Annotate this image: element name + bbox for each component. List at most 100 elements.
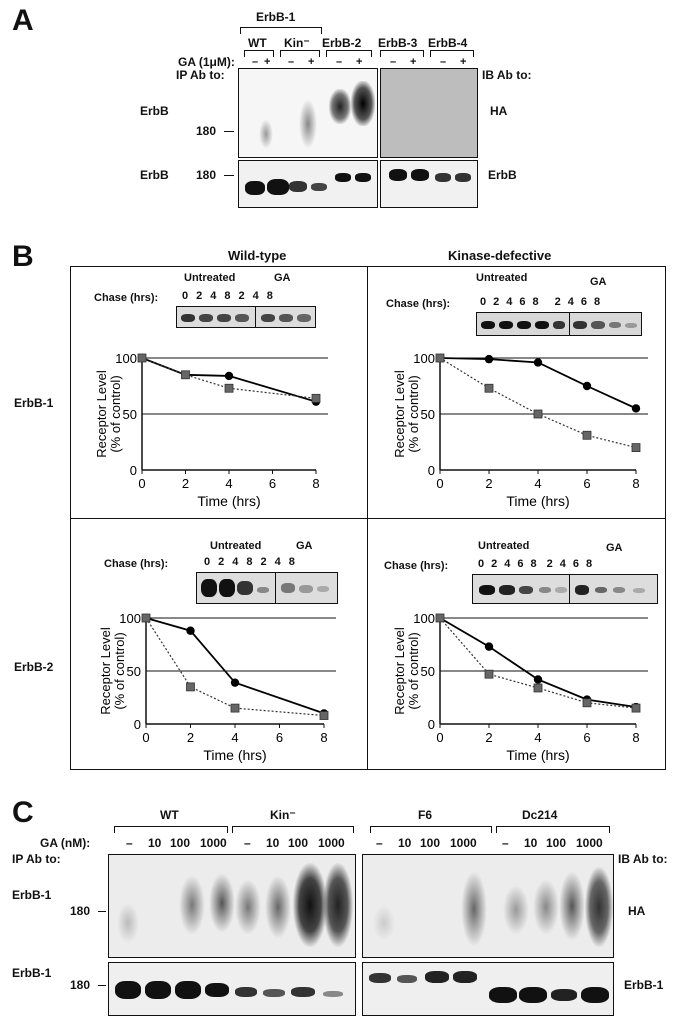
ga-dose-label: GA (1μM): <box>178 55 235 69</box>
y-tick-label: 0 <box>428 717 435 732</box>
plus-sign: + <box>308 56 315 68</box>
y-tick-label: 100 <box>115 351 137 366</box>
plus-sign: + <box>410 56 417 68</box>
untreated-point <box>631 404 641 413</box>
chase-label: Chase (hrs): <box>104 558 169 570</box>
x-tick-label: 4 <box>534 476 541 491</box>
dc214-bracket <box>496 826 610 833</box>
ga-point <box>137 353 147 363</box>
mw-tick-c <box>98 911 106 912</box>
chase-label: Chase (hrs): <box>94 292 159 304</box>
series-line-ga <box>141 357 317 399</box>
ga-point <box>186 682 195 692</box>
y-tick-label: 0 <box>130 463 137 478</box>
ga-point <box>435 613 445 623</box>
dose-label: 10 <box>524 836 538 850</box>
untreated-label: Untreated <box>476 272 528 284</box>
y-axis-label-units: (% of control) <box>406 632 421 709</box>
x-tick-label: 6 <box>276 730 283 745</box>
ga-point <box>582 430 592 440</box>
dose-label: 10 <box>148 836 162 850</box>
f6-bracket <box>370 826 492 833</box>
ip-ab-label-c: IP Ab to: <box>12 852 61 866</box>
x-tick-label: 0 <box>436 730 443 745</box>
x-tick-label: 0 <box>436 476 443 491</box>
blot-c-top-right <box>362 854 614 958</box>
plot-wildtype-erbb1: 0 50 100 0 2 4 6 8 Time (hrs) Receptor Level (% of… <box>94 351 328 509</box>
untreated-point <box>484 642 494 651</box>
ga-point <box>533 683 543 693</box>
lane-erbb3: ErbB-3 <box>378 36 418 50</box>
mw-tick <box>224 131 234 132</box>
dose-label: 1000 <box>200 836 227 850</box>
x-axis-label: Time (hrs) <box>506 493 569 509</box>
y-axis-label-units: (% of control) <box>108 375 123 452</box>
row2-ib-label: ErbB <box>488 168 517 182</box>
untreated-point <box>533 358 543 367</box>
mw-tick-2 <box>224 175 234 176</box>
blot-a-top-left <box>238 68 378 158</box>
x-tick-label: 6 <box>583 730 590 745</box>
minus-sign: – <box>288 56 295 68</box>
wt-bracket <box>114 826 228 833</box>
x-tick-label: 2 <box>182 476 189 491</box>
dose-label: 10 <box>398 836 412 850</box>
ga-point <box>181 370 190 380</box>
blot-a-top-right <box>380 68 478 158</box>
erbb4-bracket <box>430 50 474 57</box>
x-tick-label: 8 <box>320 730 327 745</box>
ga-point <box>224 383 234 393</box>
plot-kinase-defective-erbb1: 0 50 100 0 2 4 6 8 Time (hrs) Receptor Level (% of… <box>392 351 648 509</box>
series-line-ga <box>145 617 325 717</box>
ga-label: GA <box>590 276 607 288</box>
blot-a-bottom-right <box>380 160 478 208</box>
row2-ip-label-c: ErbB-1 <box>12 966 52 980</box>
row-label-erbb2: ErbB-2 <box>14 660 54 674</box>
blot-b-tl <box>176 306 316 328</box>
x-tick-label: 2 <box>485 476 492 491</box>
dose-label: 100 <box>170 836 191 850</box>
dose-label: 100 <box>288 836 309 850</box>
minus-sign: – <box>336 56 343 68</box>
y-tick-label: 50 <box>123 407 137 422</box>
row-label-erbb1: ErbB-1 <box>14 396 54 410</box>
minus-sign: – <box>390 56 397 68</box>
col-title-kinase-defective: Kinase-defective <box>448 248 552 263</box>
ga-point <box>582 698 592 708</box>
y-axis-label: Receptor Level <box>98 627 113 715</box>
x-tick-label: 6 <box>583 476 590 491</box>
plot-kinase-defective-erbb2: 0 50 100 0 2 4 6 8 Time (hrs) Receptor Level (% of… <box>392 611 648 763</box>
lane-erbb2: ErbB-2 <box>322 36 362 50</box>
dose-label: 1000 <box>318 836 345 850</box>
y-axis-label-units: (% of control) <box>112 632 127 709</box>
mw-marker: 180 <box>196 124 217 138</box>
ga-point <box>319 711 329 720</box>
untreated-point <box>230 678 240 687</box>
blot-c-bottom-left <box>108 962 356 1016</box>
col-title-wildtype: Wild-type <box>228 248 287 263</box>
ga-point <box>631 443 641 453</box>
x-tick-label: 0 <box>142 730 149 745</box>
lane-wt: WT <box>248 36 267 50</box>
ib-ab-label-c: IB Ab to: <box>618 852 668 866</box>
ip-ab-label: IP Ab to: <box>176 68 225 82</box>
group-f6: F6 <box>418 808 433 822</box>
row2-ib-label-c: ErbB-1 <box>624 978 664 992</box>
dose-label: 1000 <box>450 836 477 850</box>
ga-label: GA <box>606 542 623 554</box>
minus-sign: – <box>252 56 259 68</box>
row1-ib-label: HA <box>490 104 508 118</box>
panel-b-hdivider <box>70 518 666 519</box>
panel-b-letter: B <box>12 240 34 273</box>
row1-ip-label: ErbB <box>140 104 169 118</box>
row2-ip-label: ErbB <box>140 168 169 182</box>
panel-a-letter: A <box>12 4 34 37</box>
group-kin: Kin⁻ <box>270 808 296 822</box>
row1-ib-label-c: HA <box>628 904 646 918</box>
dose-label: 100 <box>420 836 441 850</box>
x-tick-label: 6 <box>269 476 276 491</box>
y-axis-label: Receptor Level <box>94 370 109 458</box>
